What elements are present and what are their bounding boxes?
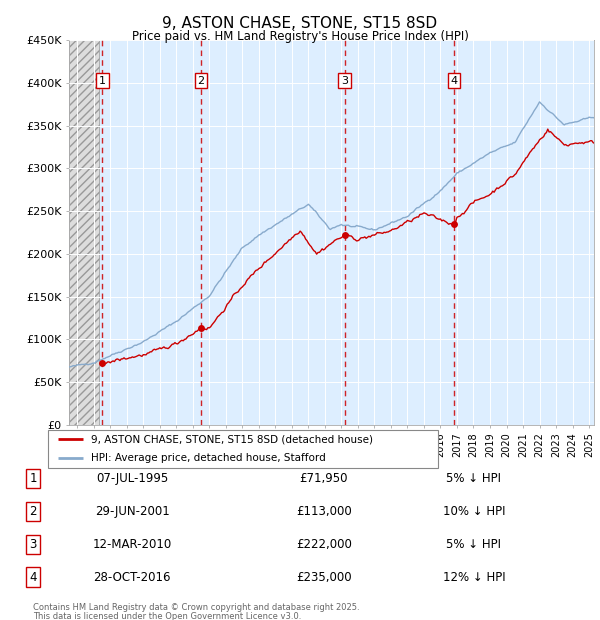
9, ASTON CHASE, STONE, ST15 8SD (detached house) — [376, 229, 383, 236]
9, ASTON CHASE, STONE, ST15 8SD (detached house) — [269, 253, 276, 260]
9, ASTON CHASE, STONE, ST15 8SD (detached house) — [591, 140, 598, 147]
Text: 5% ↓ HPI: 5% ↓ HPI — [446, 472, 502, 485]
Text: 3: 3 — [341, 76, 348, 86]
Text: 9, ASTON CHASE, STONE, ST15 8SD: 9, ASTON CHASE, STONE, ST15 8SD — [163, 16, 437, 30]
Text: 4: 4 — [451, 76, 458, 86]
Text: £71,950: £71,950 — [300, 472, 348, 485]
Text: 1: 1 — [99, 76, 106, 86]
9, ASTON CHASE, STONE, ST15 8SD (detached house) — [544, 125, 551, 133]
HPI: Average price, detached house, Stafford: (2.03e+03, 3.59e+05): Average price, detached house, Stafford:… — [591, 115, 598, 122]
FancyBboxPatch shape — [48, 430, 438, 468]
Text: Contains HM Land Registry data © Crown copyright and database right 2025.: Contains HM Land Registry data © Crown c… — [33, 603, 359, 612]
Text: 3: 3 — [29, 538, 37, 551]
HPI: Average price, detached house, Stafford: (2.02e+03, 3.78e+05): Average price, detached house, Stafford:… — [536, 98, 543, 105]
Text: 28-OCT-2016: 28-OCT-2016 — [93, 571, 171, 583]
Line: 9, ASTON CHASE, STONE, ST15 8SD (detached house): 9, ASTON CHASE, STONE, ST15 8SD (detache… — [103, 129, 595, 365]
Text: This data is licensed under the Open Government Licence v3.0.: This data is licensed under the Open Gov… — [33, 612, 301, 620]
Text: 4: 4 — [29, 571, 37, 583]
HPI: Average price, detached house, Stafford: (2.01e+03, 2.32e+05): Average price, detached house, Stafford:… — [350, 223, 358, 230]
Text: £235,000: £235,000 — [296, 571, 352, 583]
Text: 2: 2 — [29, 505, 37, 518]
Text: 1: 1 — [29, 472, 37, 485]
Text: £222,000: £222,000 — [296, 538, 352, 551]
Text: Price paid vs. HM Land Registry's House Price Index (HPI): Price paid vs. HM Land Registry's House … — [131, 30, 469, 43]
HPI: Average price, detached house, Stafford: (1.99e+03, 6.77e+04): Average price, detached house, Stafford:… — [65, 363, 73, 371]
Text: 10% ↓ HPI: 10% ↓ HPI — [443, 505, 505, 518]
9, ASTON CHASE, STONE, ST15 8SD (detached house) — [247, 272, 254, 280]
9, ASTON CHASE, STONE, ST15 8SD (detached house) — [100, 361, 107, 368]
Text: 07-JUL-1995: 07-JUL-1995 — [96, 472, 168, 485]
Line: HPI: Average price, detached house, Stafford: HPI: Average price, detached house, Staf… — [69, 102, 595, 367]
HPI: Average price, detached house, Stafford: (2e+03, 1.18e+05): Average price, detached house, Stafford:… — [169, 320, 176, 327]
HPI: Average price, detached house, Stafford: (2e+03, 1.91e+05): Average price, detached house, Stafford:… — [229, 258, 236, 265]
Text: 12-MAR-2010: 12-MAR-2010 — [92, 538, 172, 551]
9, ASTON CHASE, STONE, ST15 8SD (detached house) — [112, 356, 119, 363]
Text: £113,000: £113,000 — [296, 505, 352, 518]
HPI: Average price, detached house, Stafford: (2.02e+03, 2.66e+05): Average price, detached house, Stafford:… — [430, 193, 437, 201]
HPI: Average price, detached house, Stafford: (2.02e+03, 2.78e+05): Average price, detached house, Stafford:… — [440, 184, 447, 192]
Text: 12% ↓ HPI: 12% ↓ HPI — [443, 571, 505, 583]
Text: 9, ASTON CHASE, STONE, ST15 8SD (detached house): 9, ASTON CHASE, STONE, ST15 8SD (detache… — [91, 434, 373, 445]
9, ASTON CHASE, STONE, ST15 8SD (detached house) — [320, 246, 327, 254]
Text: 29-JUN-2001: 29-JUN-2001 — [95, 505, 169, 518]
Text: 2: 2 — [197, 76, 205, 86]
HPI: Average price, detached house, Stafford: (2.01e+03, 2.44e+05): Average price, detached house, Stafford:… — [404, 213, 411, 220]
Bar — [69, 40, 99, 425]
9, ASTON CHASE, STONE, ST15 8SD (detached house) — [233, 289, 241, 296]
Text: HPI: Average price, detached house, Stafford: HPI: Average price, detached house, Staf… — [91, 453, 326, 464]
Text: 5% ↓ HPI: 5% ↓ HPI — [446, 538, 502, 551]
